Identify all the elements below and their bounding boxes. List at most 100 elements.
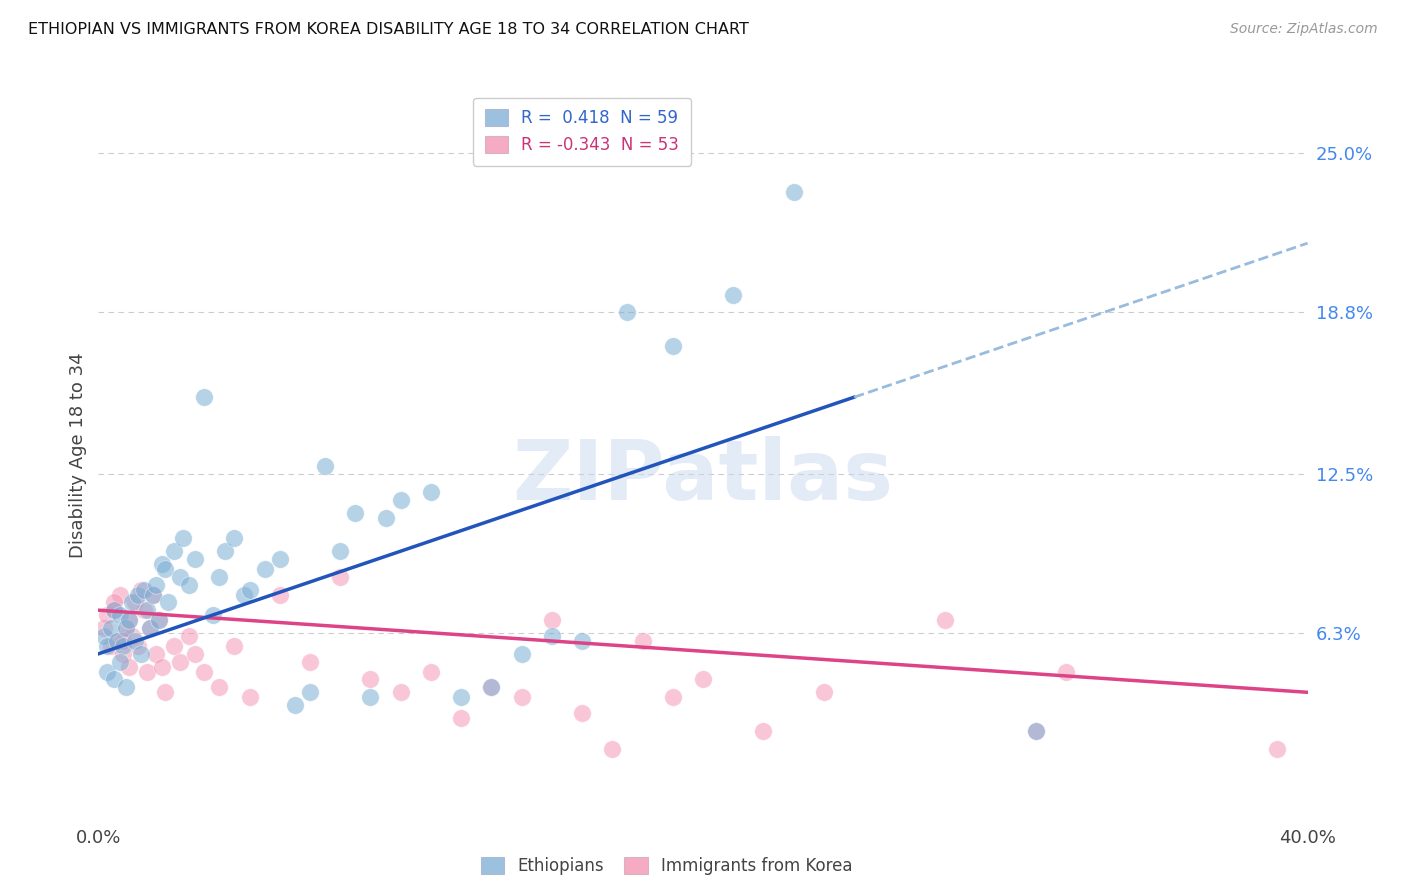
Point bbox=[96, 665, 118, 679]
Point bbox=[145, 647, 167, 661]
Point bbox=[616, 305, 638, 319]
Point bbox=[752, 723, 775, 738]
Point bbox=[510, 690, 533, 705]
Point bbox=[169, 570, 191, 584]
Point bbox=[208, 570, 231, 584]
Point bbox=[389, 685, 412, 699]
Point bbox=[224, 639, 246, 653]
Point bbox=[202, 608, 225, 623]
Point bbox=[169, 655, 191, 669]
Point bbox=[150, 557, 173, 571]
Point bbox=[129, 647, 152, 661]
Point bbox=[100, 639, 122, 653]
Y-axis label: Disability Age 18 to 34: Disability Age 18 to 34 bbox=[69, 352, 87, 558]
Point bbox=[374, 510, 396, 524]
Point bbox=[450, 711, 472, 725]
Point bbox=[163, 639, 186, 653]
Point bbox=[540, 629, 562, 643]
Point bbox=[420, 665, 443, 679]
Point bbox=[93, 621, 115, 635]
Legend: Ethiopians, Immigrants from Korea: Ethiopians, Immigrants from Korea bbox=[474, 850, 859, 882]
Point bbox=[105, 634, 128, 648]
Point bbox=[139, 621, 162, 635]
Point bbox=[360, 690, 382, 705]
Point bbox=[571, 634, 593, 648]
Point bbox=[783, 185, 806, 199]
Point bbox=[450, 690, 472, 705]
Point bbox=[132, 582, 155, 597]
Point bbox=[153, 685, 176, 699]
Point bbox=[127, 639, 149, 653]
Point bbox=[481, 680, 503, 694]
Point bbox=[540, 614, 562, 628]
Point bbox=[153, 562, 176, 576]
Point bbox=[253, 562, 276, 576]
Point bbox=[148, 614, 170, 628]
Point bbox=[118, 614, 141, 628]
Point bbox=[692, 673, 714, 687]
Point bbox=[481, 680, 503, 694]
Point bbox=[510, 647, 533, 661]
Point bbox=[1024, 723, 1046, 738]
Point bbox=[103, 673, 125, 687]
Point bbox=[124, 634, 146, 648]
Point bbox=[135, 603, 157, 617]
Point bbox=[723, 287, 745, 301]
Point bbox=[232, 588, 254, 602]
Point bbox=[127, 588, 149, 602]
Point bbox=[269, 552, 291, 566]
Point bbox=[662, 690, 685, 705]
Point bbox=[139, 621, 162, 635]
Point bbox=[662, 339, 685, 353]
Point bbox=[118, 614, 141, 628]
Point bbox=[118, 659, 141, 673]
Point bbox=[108, 588, 131, 602]
Point bbox=[100, 621, 122, 635]
Point bbox=[172, 532, 194, 546]
Point bbox=[108, 655, 131, 669]
Point bbox=[389, 492, 412, 507]
Point bbox=[150, 659, 173, 673]
Point bbox=[145, 577, 167, 591]
Point bbox=[329, 570, 352, 584]
Point bbox=[142, 588, 165, 602]
Point bbox=[96, 608, 118, 623]
Point bbox=[208, 680, 231, 694]
Point bbox=[329, 544, 352, 558]
Point bbox=[1054, 665, 1077, 679]
Point bbox=[135, 665, 157, 679]
Point bbox=[284, 698, 307, 713]
Point bbox=[934, 614, 956, 628]
Point bbox=[420, 485, 443, 500]
Point bbox=[184, 552, 207, 566]
Text: ETHIOPIAN VS IMMIGRANTS FROM KOREA DISABILITY AGE 18 TO 34 CORRELATION CHART: ETHIOPIAN VS IMMIGRANTS FROM KOREA DISAB… bbox=[28, 22, 749, 37]
Point bbox=[105, 634, 128, 648]
Point bbox=[299, 655, 322, 669]
Point bbox=[360, 673, 382, 687]
Point bbox=[103, 603, 125, 617]
Point bbox=[114, 621, 136, 635]
Point bbox=[93, 629, 115, 643]
Point bbox=[269, 588, 291, 602]
Point bbox=[193, 665, 215, 679]
Point bbox=[184, 647, 207, 661]
Point bbox=[111, 639, 134, 653]
Point bbox=[813, 685, 835, 699]
Point bbox=[224, 532, 246, 546]
Point bbox=[132, 603, 155, 617]
Point bbox=[103, 603, 125, 617]
Point bbox=[121, 629, 143, 643]
Point bbox=[314, 459, 336, 474]
Point bbox=[108, 608, 131, 623]
Point bbox=[156, 595, 179, 609]
Point bbox=[103, 595, 125, 609]
Point bbox=[111, 647, 134, 661]
Point bbox=[142, 588, 165, 602]
Point bbox=[111, 634, 134, 648]
Point bbox=[96, 639, 118, 653]
Point bbox=[124, 595, 146, 609]
Point bbox=[571, 706, 593, 720]
Point bbox=[179, 577, 201, 591]
Point bbox=[179, 629, 201, 643]
Point bbox=[129, 582, 152, 597]
